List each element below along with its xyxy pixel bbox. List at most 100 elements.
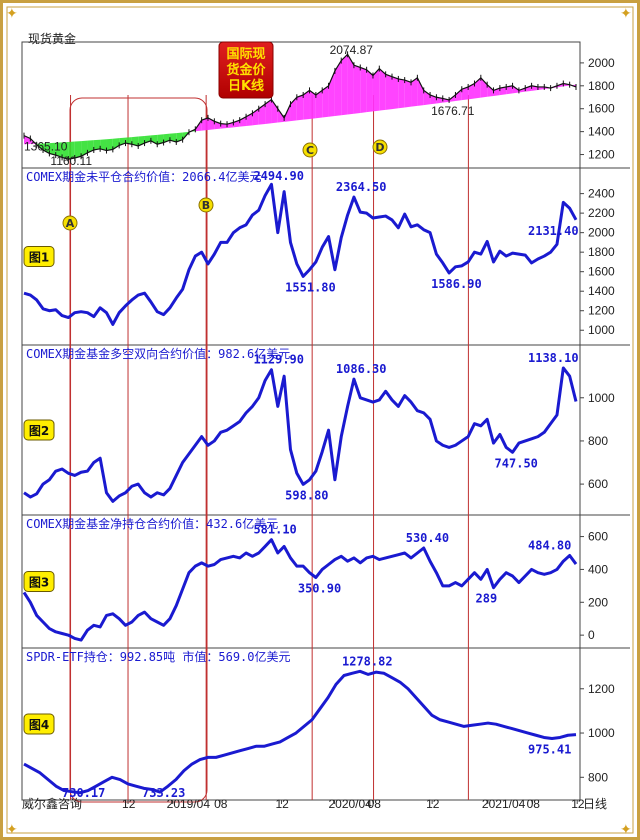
area-fill-segment: [411, 77, 418, 107]
area-fill-segment: [372, 68, 380, 112]
area-fill-segment: [258, 104, 266, 125]
panels: 120014001600180020001365.101160.112074.8…: [22, 43, 615, 800]
area-fill-segment: [353, 65, 361, 114]
y-tick-label: 2200: [588, 206, 615, 220]
area-fill-segment: [125, 137, 132, 145]
value-annotation: 1160.11: [50, 154, 92, 168]
x-tick-label: 12: [571, 797, 585, 811]
area-fill-segment: [455, 89, 462, 101]
y-tick-label: 1400: [588, 284, 615, 298]
y-tick-label: 600: [588, 530, 608, 544]
area-fill-segment: [315, 90, 323, 119]
y-tick-label: 1800: [588, 245, 615, 259]
value-annotation: 1138.10: [528, 351, 579, 365]
logo: 国际现 货金价 日K线: [218, 41, 274, 99]
value-annotation: 1129.90: [253, 353, 304, 367]
y-tick-label: 1600: [588, 102, 615, 116]
series-line: [23, 366, 578, 503]
area-fill-segment: [436, 97, 443, 104]
y-tick-label: 1200: [588, 148, 615, 162]
panel-badge-label: 图3: [29, 576, 49, 590]
y-tick-label: 800: [588, 434, 608, 448]
area-fill-segment: [474, 77, 481, 99]
panel-title: COMEX期金未平仓合约价值：2066.4亿美元: [26, 169, 261, 184]
value-annotation: 350.90: [298, 581, 341, 595]
x-tick-label: 2019/04: [167, 797, 211, 811]
x-tick-label: 2021/04: [482, 797, 526, 811]
marker-c-icon: [302, 142, 318, 158]
area-fill-segment: [81, 140, 88, 157]
area-fill-segment: [379, 68, 386, 111]
area-fill-segment: [512, 85, 519, 94]
area-fill-segment: [366, 69, 373, 113]
area-fill-segment: [24, 135, 31, 145]
panel-badge: [23, 713, 55, 735]
series-line: [22, 538, 578, 642]
area-fill-segment: [334, 60, 342, 116]
area-fill-segment: [537, 86, 545, 90]
panel-badge: [23, 571, 55, 592]
area-fill-segment: [303, 90, 310, 120]
y-tick-label: 1000: [588, 323, 615, 337]
value-annotation: 530.40: [406, 531, 449, 545]
marker-b-label: B: [202, 199, 210, 212]
area-fill-segment: [131, 136, 139, 146]
y-tick-label: 400: [588, 562, 608, 576]
y-tick-label: 1800: [588, 79, 615, 93]
area-fill-segment: [525, 85, 532, 92]
panel-fig1: 1000 1200 1400 1600 1800 2000 2200 2400 COMEX期金未…: [23, 169, 615, 337]
star-icon: ✦: [620, 823, 632, 838]
y-tick-label: 1200: [588, 682, 615, 696]
marker-a-icon: [62, 215, 78, 231]
x-tick-label: 12: [122, 797, 136, 811]
value-annotation: 1551.80: [285, 280, 336, 294]
area-fill-segment: [385, 74, 392, 110]
inner-border: [6, 6, 634, 834]
area-fill-segment: [487, 84, 494, 97]
area-fill-segment: [43, 143, 50, 154]
area-fill-segment: [468, 83, 475, 100]
value-annotation: 2364.50: [336, 180, 387, 194]
panel-fig4: 800 1000 1200 SPDR-ETF持仓：992.85吨 市值：569.0亿美…: [23, 649, 615, 800]
star-icon: ✦: [6, 823, 18, 838]
area-fill-segment: [417, 77, 424, 106]
y-tick-label: 800: [588, 770, 608, 784]
plot-border: [21, 41, 581, 801]
marker-a-label: A: [66, 217, 75, 230]
logo-line-1: 国际现: [226, 47, 265, 62]
vertical-marker-lines: A B C D: [62, 95, 469, 803]
area-fill-segment: [277, 108, 285, 123]
x-tick-label: 12: [426, 797, 440, 811]
y-tick-label: 1000: [588, 726, 615, 740]
y-tick-label: 0: [588, 628, 595, 642]
y-tick-label: 2000: [588, 56, 615, 70]
panel-badge-label: 图2: [29, 424, 49, 438]
star-icon: ✦: [6, 7, 18, 22]
period-label: 日线: [583, 797, 607, 811]
star-icon: ✦: [620, 7, 632, 22]
area-fill-segment: [499, 86, 507, 96]
value-annotation: 581.10: [253, 523, 296, 537]
value-annotation: 747.50: [495, 456, 538, 470]
panel-badge: [23, 246, 55, 267]
y-tick-label: 200: [588, 595, 608, 609]
value-annotation: 975.41: [528, 742, 571, 756]
area-fill-segment: [157, 134, 164, 145]
value-annotation: 289: [476, 592, 498, 606]
area-fill-segment: [106, 138, 113, 151]
logo-line-3: 日K线: [228, 78, 264, 94]
x-tick-label: 12: [275, 797, 289, 811]
value-annotation: 1586.90: [431, 277, 482, 291]
area-fill-segment: [360, 67, 367, 113]
area-fill-segment: [341, 54, 348, 116]
area-fill-segment: [404, 80, 412, 108]
price-line: [23, 53, 577, 160]
y-tick-label: 600: [588, 477, 608, 491]
area-fill-segment: [93, 139, 101, 150]
panel-title: COMEX期金基金多空双向合约价值：982.6亿美元: [26, 346, 290, 361]
area-fill-segment: [461, 86, 469, 101]
value-annotation: 730.17: [62, 786, 105, 800]
